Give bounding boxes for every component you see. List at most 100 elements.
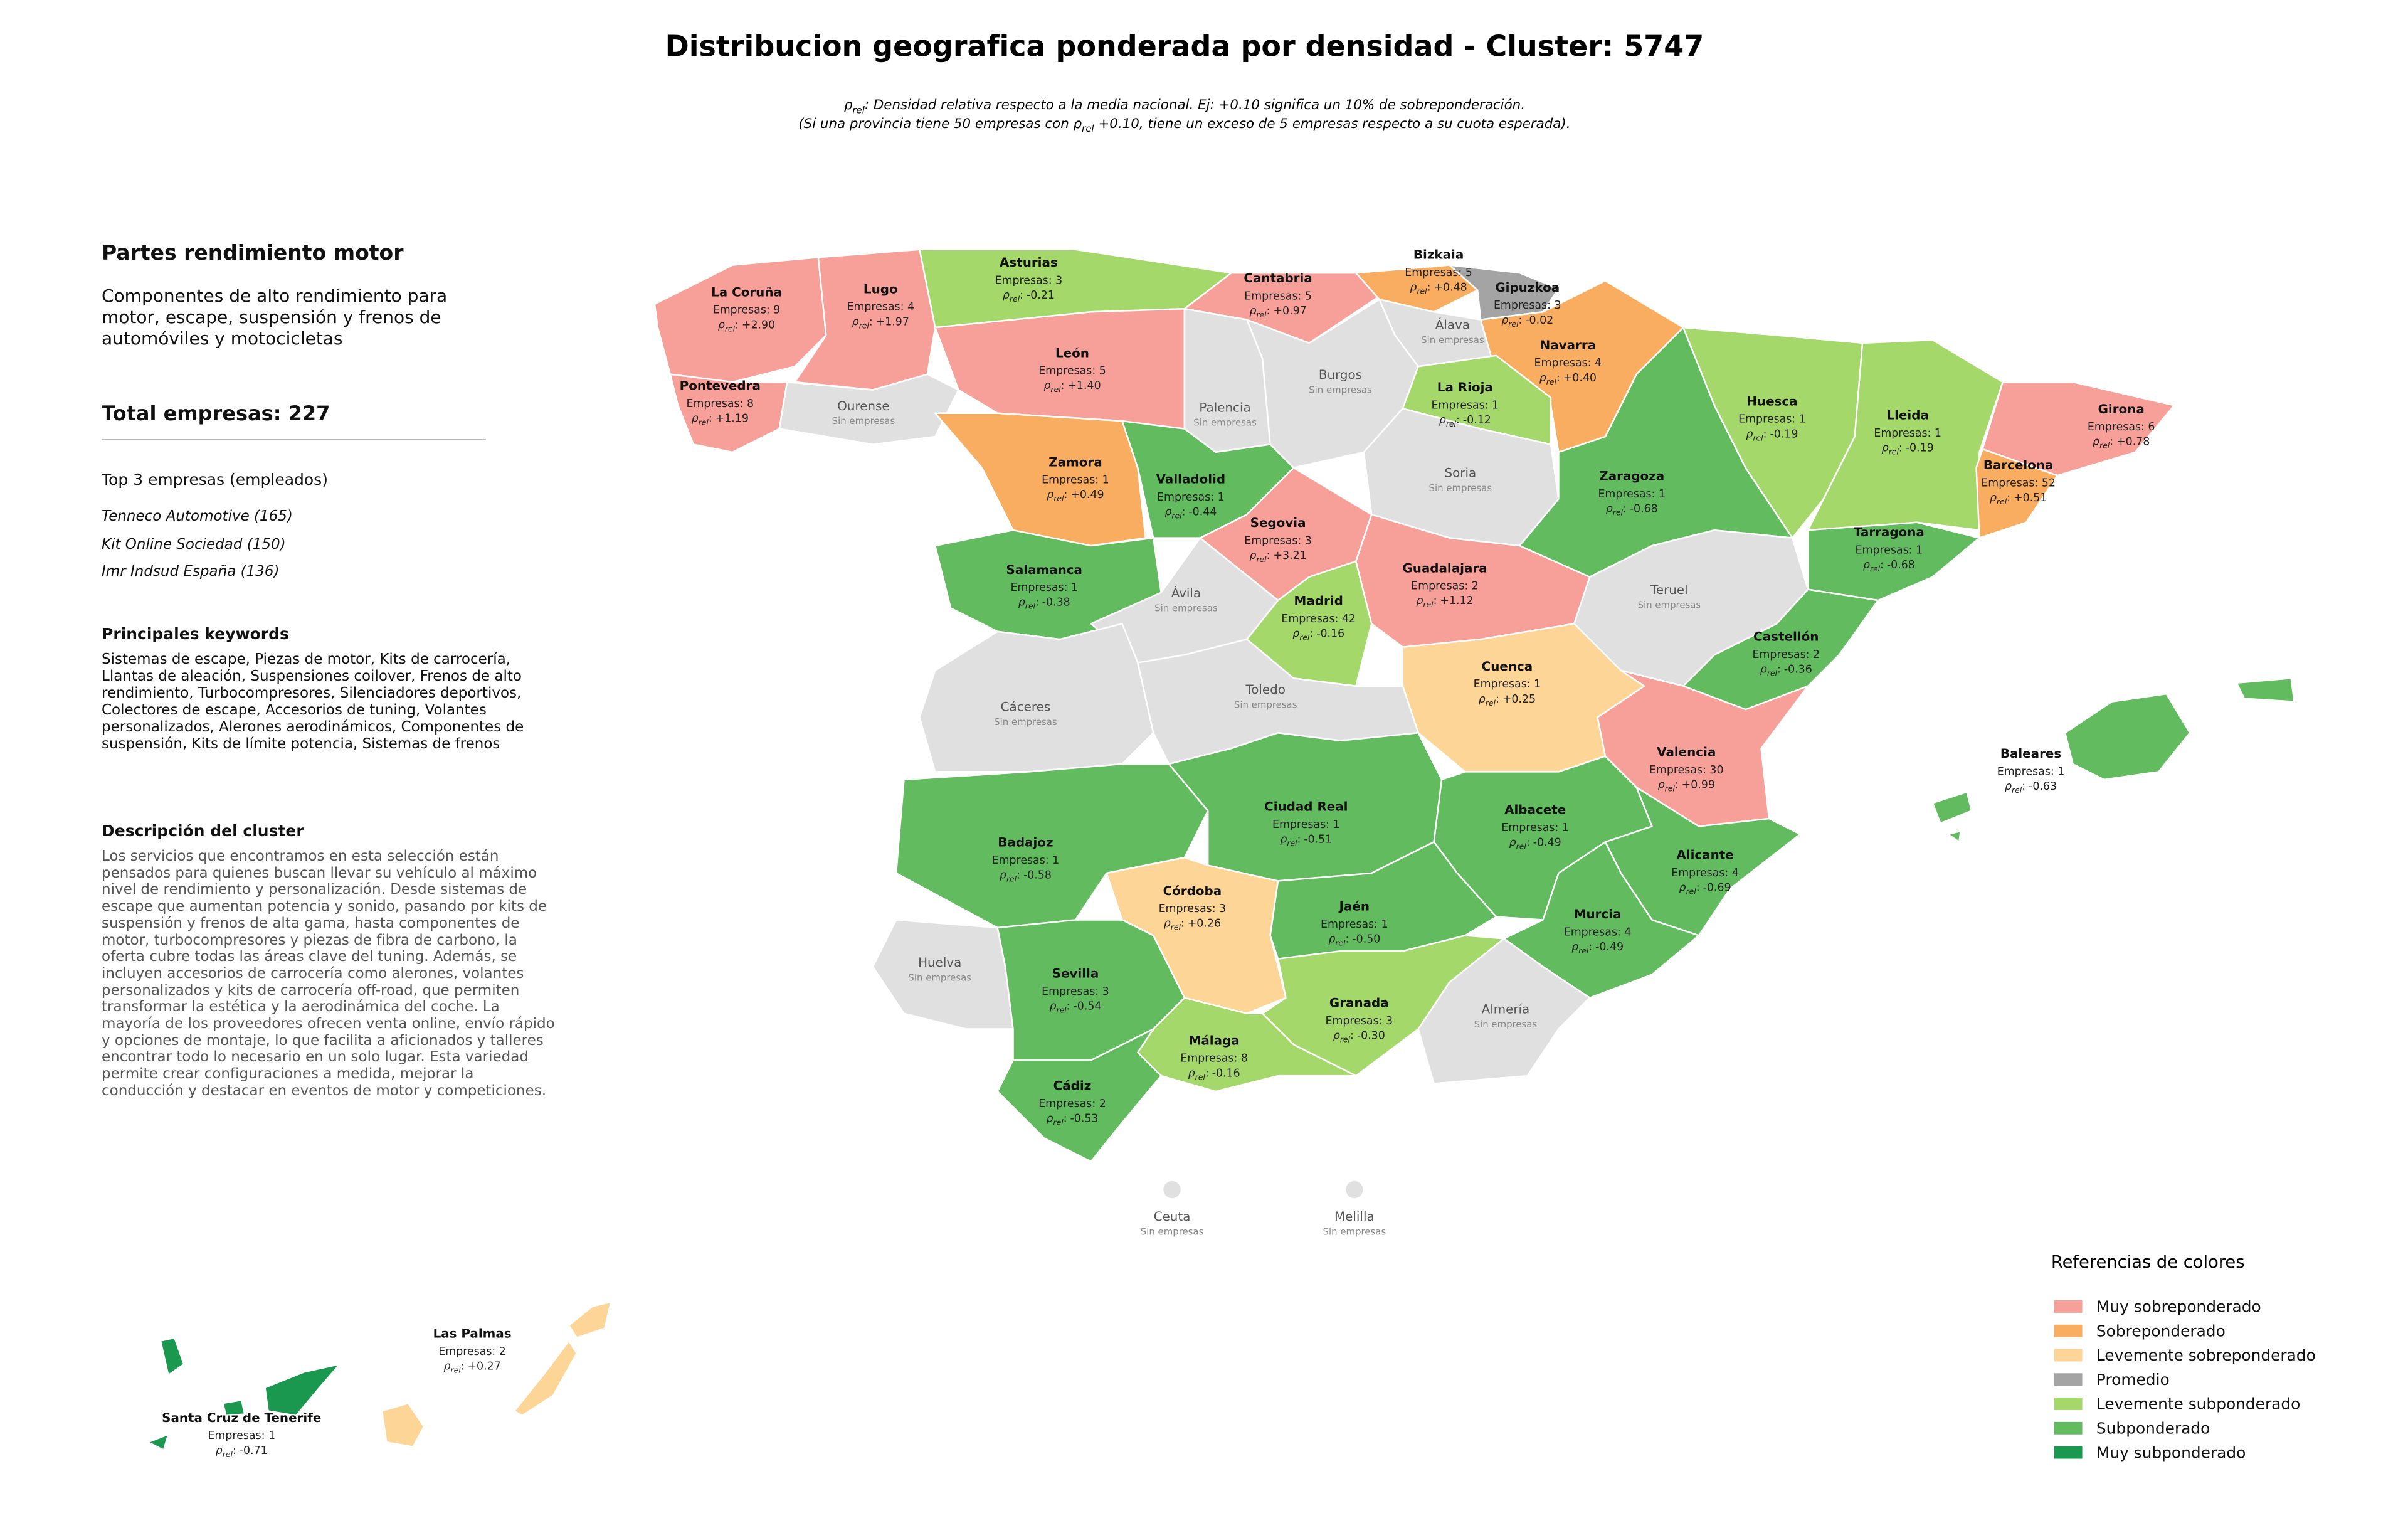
- province-density: ρrel: -0.16: [1188, 1067, 1240, 1081]
- province-companies: Empresas: 2: [1411, 580, 1479, 593]
- province-companies: Empresas: 52: [1981, 477, 2056, 490]
- density-subscript: rel: [1006, 874, 1017, 884]
- description-title: Descripción del cluster: [102, 822, 304, 840]
- keywords-title: Principales keywords: [102, 625, 289, 643]
- province-density: ρrel: +0.51: [1990, 492, 2047, 506]
- province-name: Segovia: [1250, 516, 1306, 530]
- province-companies: Empresas: 2: [1753, 649, 1820, 661]
- density-value: +2.90: [742, 319, 775, 331]
- density-subscript: rel: [1256, 554, 1267, 564]
- province-shape: [2236, 677, 2295, 703]
- province-density: ρrel: -0.50: [1328, 933, 1380, 948]
- density-subscript: rel: [1335, 938, 1346, 948]
- province-companies: Empresas: 3: [1244, 535, 1312, 548]
- density-symbol: ρ: [1658, 779, 1665, 792]
- legend-label: Levemente sobreponderado: [2096, 1346, 2316, 1364]
- density-suffix: :: [1297, 834, 1301, 846]
- province-density: ρrel: -0.68: [1606, 503, 1658, 517]
- density-value: -0.53: [1070, 1112, 1099, 1125]
- density-symbol: ρ: [443, 1361, 450, 1373]
- province-name: Salamanca: [1006, 563, 1082, 577]
- province-shape: [159, 1337, 185, 1376]
- province-density: ρrel: +0.48: [1410, 282, 1467, 296]
- density-subscript: rel: [725, 324, 736, 333]
- density-value: -0.68: [1630, 503, 1658, 516]
- province-density: ρrel: +0.27: [443, 1361, 500, 1375]
- province-companies: Empresas: 1: [1042, 474, 1109, 487]
- province-name: Navarra: [1540, 338, 1596, 353]
- density-suffix: :: [1434, 595, 1437, 607]
- density-suffix: :: [1427, 282, 1431, 294]
- province-shape: [996, 1028, 1162, 1163]
- density-suffix: :: [1267, 305, 1270, 317]
- province-companies: Empresas: 1: [1010, 581, 1078, 594]
- province-density: ρrel: +2.90: [718, 319, 775, 333]
- province-density: ρrel: +0.25: [1479, 693, 1536, 708]
- density-suffix: :: [1456, 414, 1460, 427]
- province-name: Córdoba: [1163, 884, 1222, 898]
- density-symbol: ρ: [1606, 503, 1613, 516]
- top-item: Imr Indsud España (136): [102, 563, 280, 580]
- province-name: Castellón: [1753, 630, 1819, 644]
- density-symbol: ρ: [1046, 1112, 1053, 1125]
- province-name: Lleida: [1886, 408, 1928, 423]
- province-companies: Empresas: 30: [1649, 764, 1724, 777]
- province-density: ρrel: +0.99: [1658, 779, 1715, 793]
- density-symbol: ρ: [1479, 693, 1486, 706]
- province-name: Ciudad Real: [1264, 800, 1348, 814]
- province-companies: Empresas: 8: [1180, 1053, 1248, 1065]
- density-value: -0.69: [1703, 882, 1731, 894]
- province-companies: Empresas: 1: [1432, 399, 1499, 411]
- density-suffix: :: [1309, 627, 1313, 640]
- province-density: ρrel: +0.49: [1047, 489, 1104, 503]
- province-shape: [1947, 830, 1962, 843]
- province-name: Barcelona: [1983, 458, 2054, 472]
- subtitle: ρrel: Densidad relativa respecto a la me…: [798, 97, 1570, 134]
- density-value: -0.58: [1023, 869, 1052, 882]
- density-suffix: :: [1346, 933, 1349, 946]
- province-companies: Empresas: 1: [1738, 413, 1806, 426]
- density-subscript: rel: [1665, 783, 1676, 793]
- density-subscript: rel: [223, 1450, 233, 1459]
- province-shape: [669, 373, 788, 454]
- density-suffix: :: [1899, 442, 1903, 455]
- density-suffix: :: [869, 316, 873, 328]
- province-shape: [919, 623, 1154, 773]
- province-companies: Empresas: 1: [1272, 819, 1340, 831]
- density-subscript: rel: [450, 1366, 461, 1375]
- province-name: Ceuta: [1154, 1209, 1191, 1224]
- density-symbol: ρ: [852, 316, 859, 328]
- legend-swatch: [2054, 1324, 2083, 1337]
- density-symbol: ρ: [718, 319, 725, 331]
- province-name: Las Palmas: [433, 1327, 512, 1341]
- province-name: La Coruña: [711, 285, 782, 299]
- province-density: ρrel: +0.97: [1249, 305, 1306, 319]
- province-shape: [1931, 791, 1973, 824]
- province-name: Bizkaia: [1413, 248, 1464, 262]
- density-subscript: rel: [1050, 385, 1061, 394]
- province-name: Albacete: [1504, 803, 1566, 817]
- density-subscript: rel: [1486, 698, 1496, 708]
- density-symbol: ρ: [1760, 664, 1767, 676]
- density-suffix: :: [1182, 506, 1186, 519]
- density-subscript: rel: [1508, 319, 1519, 329]
- density-subscript: rel: [1516, 841, 1527, 851]
- province-name: Huelva: [918, 955, 961, 970]
- province-companies: Empresas: 4: [1534, 357, 1602, 369]
- density-value: +1.19: [716, 412, 749, 425]
- province-status: Sin empresas: [1421, 334, 1484, 346]
- density-value: -0.54: [1073, 1000, 1101, 1012]
- province-density: ρrel: -0.02: [1501, 314, 1553, 329]
- subtitle-line: (Si una provincia tiene 50 empresas con …: [798, 116, 1570, 134]
- density-suffix: :: [1623, 503, 1627, 516]
- province-density: ρrel: -0.30: [1333, 1030, 1385, 1044]
- legend-swatch: [2054, 1446, 2083, 1459]
- province-companies: Empresas: 1: [1157, 491, 1225, 504]
- province-shape: [1417, 938, 1591, 1085]
- subtitle-text: ρ: [844, 97, 853, 113]
- density-subscript: rel: [1546, 377, 1557, 386]
- province-density: ρrel: -0.12: [1439, 414, 1491, 428]
- province-name: Valencia: [1657, 745, 1716, 760]
- density-value: -0.68: [1887, 559, 1915, 571]
- density-value: -0.16: [1212, 1067, 1240, 1080]
